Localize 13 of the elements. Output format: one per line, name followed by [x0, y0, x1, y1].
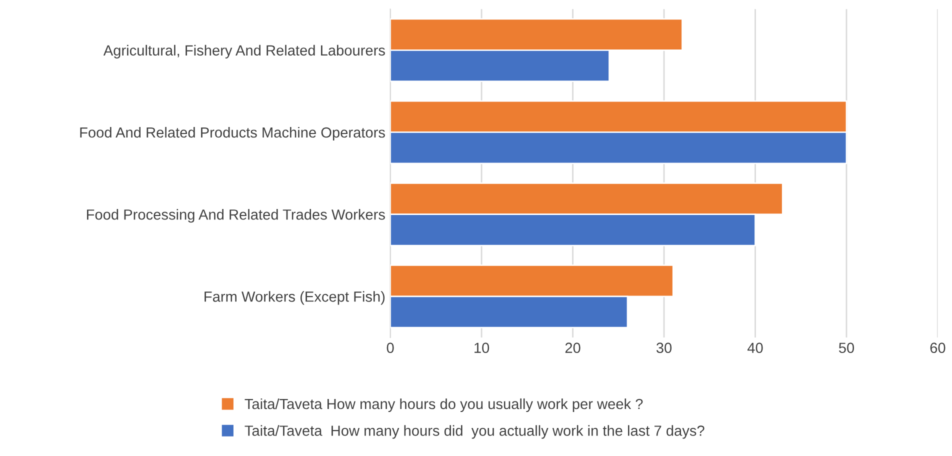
y-tick-label: Farm Workers (Except Fish) [204, 291, 385, 305]
x-tick-label: 40 [747, 342, 763, 354]
x-tick-label: 50 [838, 342, 854, 354]
y-tick-label: Food Processing And Related Trades Workers [87, 209, 385, 223]
x-tick-label: 30 [656, 342, 672, 354]
legend-label: Taita/Taveta How many hours do you usually work per week ? [244, 398, 643, 412]
y-tick-label: Food And Related Products Machine Operators [80, 126, 385, 141]
y-tick-label: Agricultural, Fishery And Related Labourers [103, 44, 385, 58]
x-tick-label: 10 [474, 342, 490, 354]
x-tick-label: 0 [386, 342, 394, 354]
x-tick-label: 60 [930, 342, 946, 354]
x-tick-label: 20 [565, 342, 580, 354]
legend-label: Taita/Taveta How many hours did you actually work in the last 7 days? [244, 425, 704, 439]
